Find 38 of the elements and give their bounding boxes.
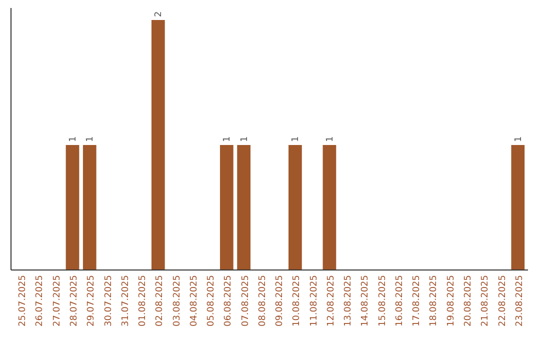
x-tick-label: 23.08.2025	[514, 275, 525, 327]
x-tick-label: 04.08.2025	[189, 275, 200, 327]
x-tick-label: 07.08.2025	[240, 275, 251, 327]
x-tick-label: 26.07.2025	[35, 275, 46, 327]
x-tick-label: 16.08.2025	[394, 275, 405, 327]
x-tick-label: 12.08.2025	[326, 275, 336, 327]
data-label: 1	[240, 136, 250, 142]
x-tick-label: 08.08.2025	[258, 275, 268, 327]
x-tick-label: 01.08.2025	[138, 275, 148, 327]
x-tick-label: 06.08.2025	[224, 275, 234, 327]
data-label: 1	[86, 136, 96, 142]
x-tick-label: 17.08.2025	[412, 275, 422, 327]
x-tick-label: 18.08.2025	[429, 275, 440, 327]
x-tick-label: 15.08.2025	[378, 275, 388, 327]
x-tick-label: 31.07.2025	[120, 275, 131, 327]
data-label: 1	[514, 136, 524, 142]
x-tick-label: 30.07.2025	[104, 275, 114, 327]
data-label: 1	[222, 136, 233, 142]
x-tick-label: 28.07.2025	[70, 275, 80, 327]
x-tick-label: 21.08.2025	[480, 275, 491, 327]
x-tick-label: 03.08.2025	[172, 275, 182, 327]
data-label: 1	[325, 136, 336, 142]
x-tick-label: 10.08.2025	[292, 275, 302, 327]
x-tick-label: 11.08.2025	[309, 275, 320, 327]
x-tick-label: 14.08.2025	[360, 275, 371, 327]
x-tick-label: 29.07.2025	[86, 275, 97, 327]
data-label: 1	[68, 136, 78, 142]
data-label: 1	[291, 136, 302, 142]
x-tick-label: 09.08.2025	[275, 275, 286, 327]
x-tick-label: 20.08.2025	[464, 275, 474, 327]
x-tick-label: 05.08.2025	[206, 275, 217, 327]
x-tick-label: 25.07.2025	[18, 275, 28, 327]
x-tick-label: 19.08.2025	[446, 275, 456, 327]
x-tick-label: 27.07.2025	[52, 275, 62, 327]
x-tick-label: 13.08.2025	[344, 275, 354, 327]
x-tick-label: 22.08.2025	[498, 275, 508, 327]
x-tick-label: 02.08.2025	[155, 275, 166, 327]
data-label: 2	[154, 11, 164, 17]
